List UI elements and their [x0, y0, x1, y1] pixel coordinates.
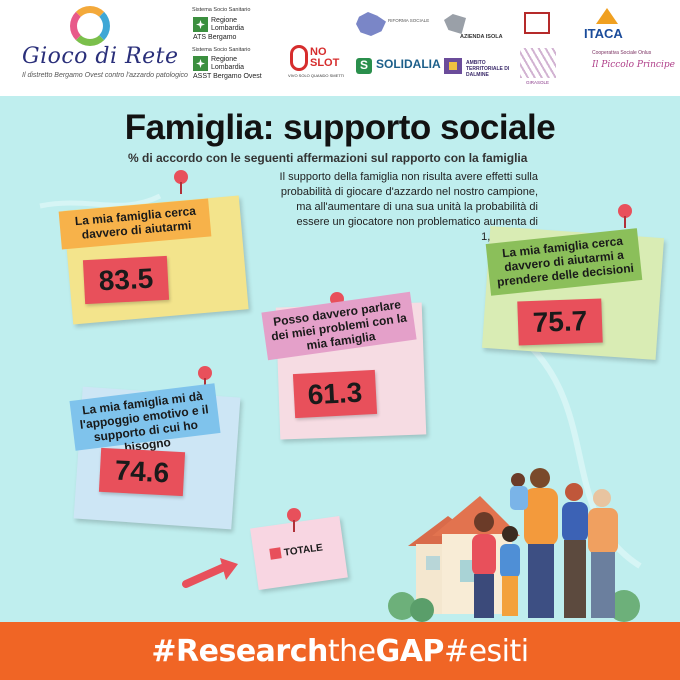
hashtag-part-the: the: [327, 633, 376, 669]
pushpin-icon: [198, 366, 212, 390]
solidalia-label: SOLIDALIA: [376, 57, 441, 71]
girasole-logo-icon: [520, 48, 556, 78]
person-girl-icon: [510, 473, 528, 510]
ats-label: ATS Bergamo: [193, 34, 237, 41]
note-3-value: 61.3: [306, 376, 363, 411]
ambito-label: AMBITO TERRITORIALE DI DALMINE: [466, 60, 510, 78]
pushpin-icon: [174, 170, 188, 194]
solidalia-logo-icon: [356, 58, 372, 74]
hashtag-part-research: #Research: [151, 633, 328, 669]
note-1-value-box: 83.5: [82, 255, 170, 305]
person-child-icon: [500, 526, 520, 616]
isola-logo-icon: [444, 14, 466, 34]
girasole-label: GIRASOLE: [526, 80, 550, 85]
hashtag-part-esiti: #esiti: [443, 633, 529, 669]
person-grandfather-icon: [588, 489, 618, 618]
red-logo-icon: [524, 12, 550, 34]
note-1-value: 83.5: [97, 262, 154, 297]
noslot-logo-icon: [290, 45, 308, 71]
arrow-icon: [182, 558, 238, 588]
rete-sociale-label: RIFORMA SOCIALE: [388, 18, 430, 23]
dalmine-logo-icon: [444, 58, 462, 74]
sistema-label-1: Sistema Socio Sanitario: [192, 7, 251, 13]
itaca-logo-icon: [596, 8, 618, 24]
map-logo-icon: [356, 12, 386, 36]
cooperativa-label: Cooperativa Sociale Onlus: [592, 50, 652, 56]
lombardia-icon: [193, 17, 208, 32]
person-woman-icon: [472, 512, 496, 618]
footer-banner: #ResearchtheGAP#esiti: [0, 622, 680, 680]
logo-title: Gioco di Rete: [22, 44, 179, 69]
page-title: Famiglia: supporto sociale: [124, 108, 556, 147]
azienda-isola-label: AZIENDA ISOLA: [460, 34, 503, 40]
noslot-sub: VIVO SOLO QUANDO SMETTI: [288, 73, 345, 78]
note-4-value-box: 74.6: [98, 447, 186, 497]
asst-label: ASST Bergamo Ovest: [193, 73, 262, 80]
footer-hashtag: #ResearchtheGAP#esiti: [151, 633, 529, 669]
bush-icon: [388, 590, 640, 622]
lombardia-label-1: Lombardia: [211, 25, 245, 32]
regione-label-2: Regione: [211, 56, 238, 63]
hashtag-part-gap: GAP: [375, 633, 445, 669]
note-3-value-box: 61.3: [292, 369, 378, 419]
gioco-di-rete-logo-icon: [70, 6, 110, 46]
lombardia-label-2: Lombardia: [211, 64, 245, 71]
lombardia-icon: [193, 56, 208, 71]
sistema-label-2: Sistema Socio Sanitario: [192, 47, 251, 53]
logo-subtitle: Il distretto Bergamo Ovest contro l'azza…: [22, 72, 188, 79]
regione-label-1: Regione: [211, 17, 238, 24]
piccolo-principe-label: Il Piccolo Principe: [592, 60, 675, 70]
note-4-value: 74.6: [114, 454, 171, 489]
note-2-value-box: 75.7: [517, 298, 603, 346]
wave-decoration: [39, 193, 162, 209]
legend-swatch: [269, 547, 282, 560]
family-illustration: [388, 468, 640, 622]
description-text: Il supporto della famiglia non risulta a…: [279, 171, 538, 243]
logo-header: Gioco di Rete Il distretto Bergamo Ovest…: [0, 0, 680, 96]
pushpin-icon: [618, 204, 632, 228]
note-2-value: 75.7: [532, 305, 588, 338]
noslot-label: NO SLOT: [310, 46, 340, 69]
pushpin-icon: [287, 508, 301, 532]
person-woman-icon: [562, 483, 588, 618]
person-man-icon: [524, 468, 558, 618]
itaca-label: ITACA: [584, 26, 623, 41]
page-subtitle: % di accordo con le seguenti affermazion…: [128, 151, 528, 165]
